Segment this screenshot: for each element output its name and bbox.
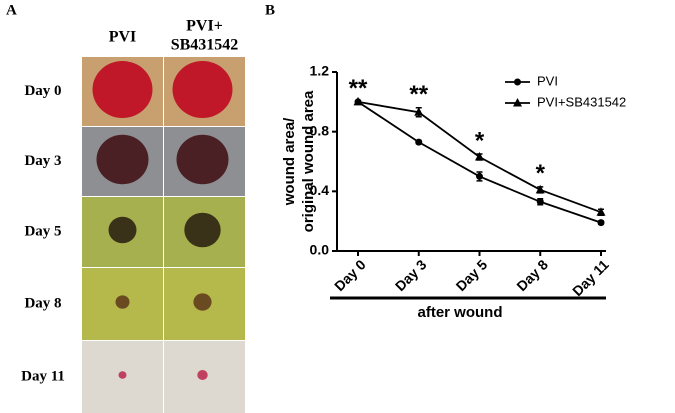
point <box>535 184 545 194</box>
y-tick-label: 0.0 <box>310 242 330 258</box>
column-header: PVI <box>109 29 137 46</box>
x-tick-label: Day 5 <box>453 256 491 294</box>
column-header: PVI+ <box>186 18 223 35</box>
wound <box>96 134 149 185</box>
y-axis-label: wound area/ <box>281 117 298 206</box>
row-label: Day 0 <box>24 83 61 99</box>
significance: * <box>475 127 485 154</box>
significance: ** <box>349 75 368 102</box>
point <box>536 198 544 206</box>
wound <box>115 295 130 309</box>
significance: ** <box>409 81 428 108</box>
wound <box>172 61 233 118</box>
line <box>357 101 602 224</box>
row-label: Day 11 <box>21 368 65 384</box>
wound <box>193 293 212 311</box>
y-tick-label: 1.2 <box>310 63 330 79</box>
x-tick-label: Day 3 <box>392 256 430 294</box>
row-label: Day 8 <box>24 295 61 311</box>
x-tick-label: Day 11 <box>569 256 612 299</box>
point <box>597 219 605 227</box>
point <box>414 107 424 116</box>
point <box>596 207 606 216</box>
point <box>476 172 483 180</box>
point <box>475 152 484 161</box>
column-header: SB431542 <box>171 37 239 54</box>
legend-label: PVI+SB431542 <box>537 94 626 109</box>
panel-label: A <box>6 2 17 18</box>
y-axis-label: original wound area <box>300 90 317 232</box>
row-label: Day 5 <box>24 223 61 239</box>
wound <box>92 61 153 118</box>
panel-label: B <box>265 2 275 18</box>
wound <box>118 371 127 379</box>
wound <box>108 216 137 244</box>
y-tick-label: 0.4 <box>310 182 330 198</box>
legend-label: PVI <box>537 73 558 88</box>
wound <box>197 370 208 380</box>
x-tick-label: Day 0 <box>331 256 369 294</box>
significance: * <box>536 160 546 187</box>
wound <box>184 212 221 248</box>
legend-marker <box>514 78 521 86</box>
row-label: Day 3 <box>24 153 61 169</box>
x-axis-label: after wound <box>418 304 503 321</box>
x-tick-label: Day 8 <box>513 256 551 294</box>
point <box>353 96 363 106</box>
point <box>415 138 423 146</box>
wound <box>176 134 229 185</box>
legend-marker <box>513 98 522 107</box>
y-tick-label: 0.8 <box>310 122 330 138</box>
